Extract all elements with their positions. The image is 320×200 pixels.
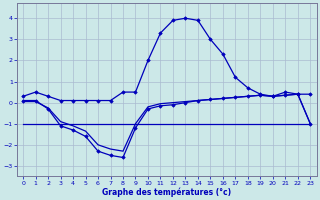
X-axis label: Graphe des températures (°c): Graphe des températures (°c) (102, 187, 231, 197)
